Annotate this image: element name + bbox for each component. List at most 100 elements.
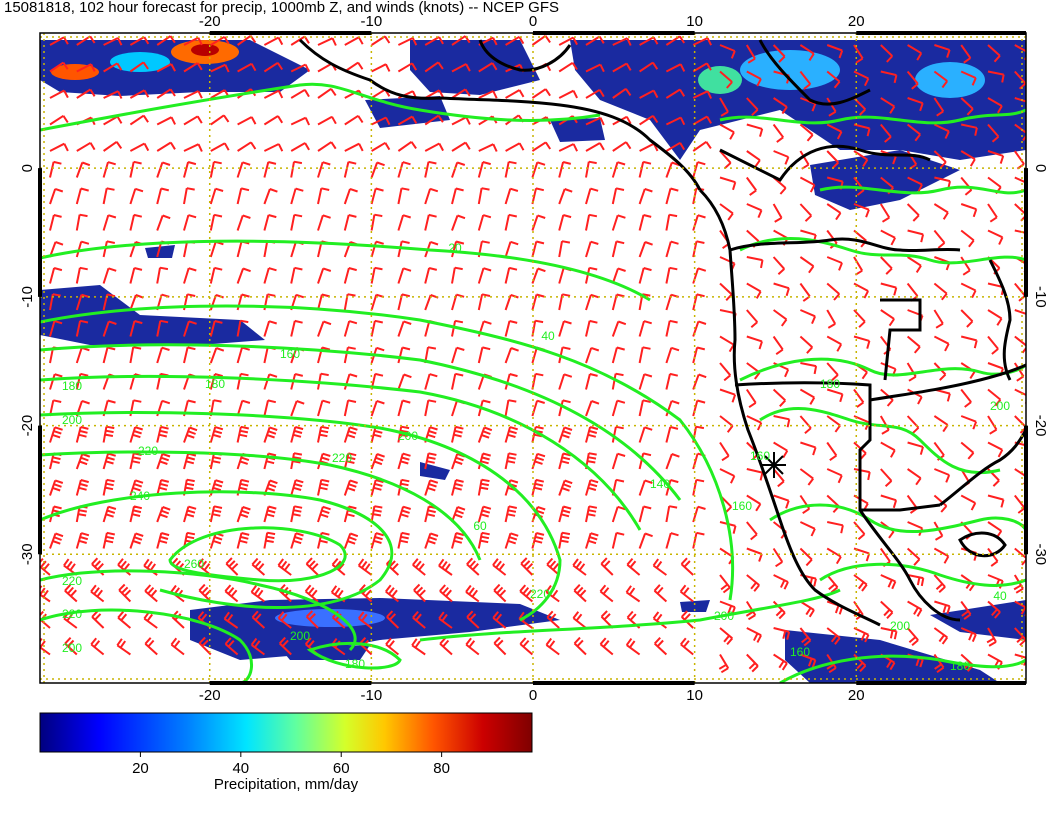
- wind-barb: [611, 346, 625, 364]
- wind-barb: [156, 266, 169, 284]
- wind-barb: [746, 521, 758, 541]
- wind-barb: [558, 36, 578, 46]
- wind-barb: [237, 116, 257, 126]
- wind-barb: [129, 187, 144, 205]
- wind-barb: [290, 479, 304, 496]
- wind-barb: [438, 558, 453, 576]
- wind-barb: [638, 373, 653, 390]
- wind-barb: [531, 293, 545, 311]
- wind-barb: [558, 240, 571, 258]
- wind-barb: [639, 89, 659, 99]
- wind-barb: [129, 89, 150, 99]
- wind-barb: [652, 558, 667, 576]
- wind-barb: [317, 293, 330, 311]
- wind-barb: [585, 479, 599, 496]
- wind-barb: [880, 123, 892, 143]
- wind-barb: [477, 267, 492, 284]
- wind-barb: [665, 116, 686, 126]
- wind-barb: [49, 160, 62, 178]
- wind-barb: [504, 187, 519, 205]
- wind-barb: [933, 123, 950, 139]
- wind-barb: [236, 346, 250, 364]
- wind-barb: [746, 468, 764, 481]
- wind-barb: [397, 115, 418, 126]
- wind-barb: [370, 505, 383, 523]
- wind-barb: [451, 141, 471, 152]
- wind-barb: [773, 97, 788, 115]
- wind-barb: [183, 62, 203, 73]
- lon-label-bottom: 10: [686, 687, 703, 704]
- wind-barb: [236, 161, 251, 178]
- wind-barb: [397, 399, 411, 417]
- lat-label-right: -20: [1032, 415, 1049, 437]
- wind-barb: [64, 637, 78, 656]
- wind-barb: [719, 441, 730, 462]
- wind-barb: [317, 531, 330, 549]
- wind-barb: [424, 267, 438, 284]
- wind-barb: [424, 36, 444, 46]
- wind-barb: [853, 123, 871, 137]
- wind-barb: [156, 35, 176, 46]
- wind-barb: [251, 557, 266, 576]
- wind-barb: [933, 203, 949, 220]
- wind-barb: [745, 176, 758, 196]
- wind-barb: [451, 161, 466, 178]
- wind-barb: [665, 399, 680, 417]
- wind-barb: [585, 160, 597, 178]
- wind-barb: [75, 453, 91, 470]
- wind-barb: [558, 214, 572, 231]
- wind-barb: [466, 610, 480, 629]
- precip-area-gulf-2: [550, 118, 605, 142]
- wind-barb: [719, 203, 734, 221]
- wind-barb: [773, 309, 788, 327]
- wind-barb: [611, 240, 625, 258]
- wind-barb: [531, 452, 546, 470]
- wind-barb: [987, 203, 998, 223]
- wind-barb: [746, 150, 761, 168]
- wind-barb: [585, 346, 600, 364]
- contour-160: [40, 343, 682, 501]
- wind-barb: [692, 399, 706, 417]
- wind-barb: [290, 116, 311, 126]
- wind-barb: [546, 610, 560, 629]
- lat-label-left: -10: [19, 286, 36, 308]
- wind-barb: [692, 293, 705, 311]
- contour-label: 260: [184, 557, 204, 571]
- wind-barb: [397, 214, 411, 231]
- wind-barb: [692, 478, 705, 496]
- wind-barb: [665, 213, 678, 231]
- wind-barb: [370, 240, 384, 258]
- wind-barb: [156, 479, 170, 496]
- wind-barb: [397, 187, 410, 205]
- wind-barb: [103, 115, 123, 126]
- wind-barb: [397, 320, 412, 337]
- wind-barb: [611, 320, 627, 337]
- wind-barb: [451, 240, 465, 258]
- wind-barb: [397, 267, 412, 284]
- wind-barb: [746, 574, 760, 592]
- wind-barb: [585, 452, 597, 470]
- wind-barb: [129, 479, 144, 496]
- precip-mid-north-east-3: [915, 62, 985, 98]
- wind-barb: [451, 425, 464, 443]
- wind-barb: [317, 425, 330, 443]
- wind-barb: [505, 89, 525, 99]
- wind-barb: [826, 44, 844, 59]
- wind-barb: [76, 88, 96, 99]
- wind-barb: [719, 70, 733, 89]
- wind-barb: [477, 478, 490, 496]
- wind-barb: [49, 214, 62, 231]
- wind-barb: [853, 70, 870, 87]
- wind-barb: [209, 320, 223, 337]
- wind-barb: [773, 627, 791, 640]
- wind-barb: [424, 142, 444, 152]
- wind-barb: [773, 441, 789, 459]
- lon-label-bottom: 20: [848, 687, 865, 704]
- wind-barb: [263, 531, 276, 549]
- wind-barb: [236, 505, 251, 523]
- wind-barb: [156, 187, 170, 205]
- wind-barb: [799, 388, 816, 405]
- border-8: [958, 531, 1007, 558]
- wind-barb: [102, 531, 116, 549]
- wind-barb: [478, 62, 498, 73]
